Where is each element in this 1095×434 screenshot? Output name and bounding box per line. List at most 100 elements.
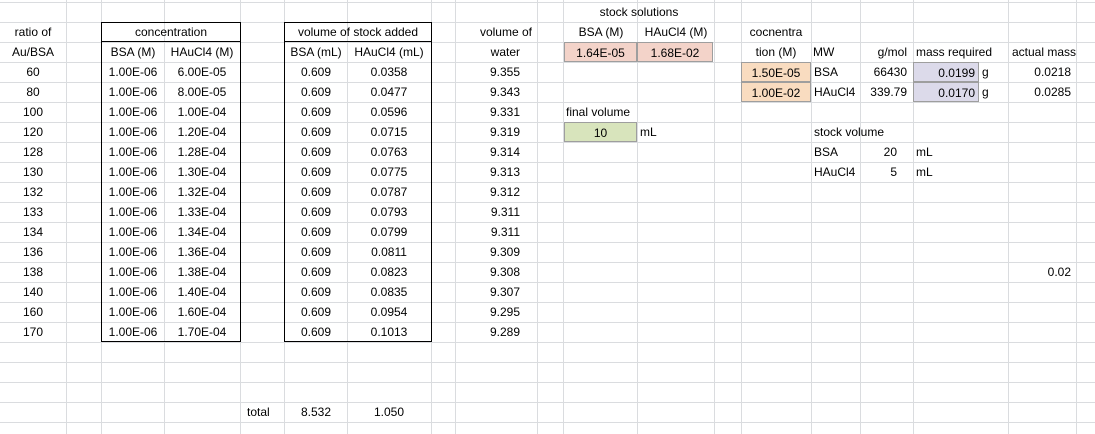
mass-conc-cell[interactable]: 1.50E-05 [741,62,811,82]
total-vol-haucl4[interactable]: 1.050 [373,405,405,419]
vol-bsa-cell[interactable]: 0.609 [300,65,332,79]
conc-haucl4-cell[interactable]: 1.40E-04 [177,285,227,299]
vol-haucl4-header[interactable]: HAuCl4 (mL) [354,45,424,59]
stock-solutions-title[interactable]: stock solutions [599,5,679,19]
mass-name-cell[interactable]: BSA [814,65,839,79]
vol-bsa-cell[interactable]: 0.609 [300,105,332,119]
stock-volume-value[interactable]: 20 [883,145,897,159]
water-cell[interactable]: 9.319 [489,125,520,139]
ratio-header-line1[interactable]: ratio of [14,25,52,39]
conc-haucl4-cell[interactable]: 1.38E-04 [177,265,227,279]
total-label[interactable]: total [247,405,270,419]
concentration-header[interactable]: concentration [134,25,208,39]
volume-stock-header[interactable]: volume of stock added [297,25,419,39]
water-cell[interactable]: 9.314 [489,145,520,159]
conc-haucl4-cell[interactable]: 1.28E-04 [177,145,227,159]
conc-bsa-cell[interactable]: 1.00E-06 [108,125,158,139]
water-cell[interactable]: 9.295 [489,305,520,319]
stock-bsa-label[interactable]: BSA (M) [578,25,624,39]
conc-haucl4-cell[interactable]: 6.00E-05 [177,65,227,79]
vol-bsa-cell[interactable]: 0.609 [300,205,332,219]
stock-volume-value[interactable]: 5 [890,165,897,179]
mass-required-header[interactable]: mass required [916,45,993,59]
vol-haucl4-cell[interactable]: 0.0811 [371,245,407,259]
ratio-cell[interactable]: 130 [22,165,44,179]
mass-unit-cell[interactable]: g [982,65,989,79]
conc-bsa-cell[interactable]: 1.00E-06 [108,325,158,339]
conc-bsa-cell[interactable]: 1.00E-06 [108,265,158,279]
vol-haucl4-cell[interactable]: 0.0358 [370,65,408,79]
stock-volume-unit[interactable]: mL [916,165,933,179]
mass-gmol-cell[interactable]: 66430 [873,65,907,79]
conc-bsa-cell[interactable]: 1.00E-06 [108,225,158,239]
vol-bsa-cell[interactable]: 0.609 [300,185,332,199]
conc-bsa-cell[interactable]: 1.00E-06 [108,205,158,219]
water-cell[interactable]: 9.355 [489,65,520,79]
conc-haucl4-cell[interactable]: 1.36E-04 [177,245,227,259]
conc-bsa-cell[interactable]: 1.00E-06 [108,145,158,159]
ratio-cell[interactable]: 100 [22,105,44,119]
actual-mass-cell[interactable]: 0.0285 [1034,85,1071,99]
actual-mass-cell[interactable]: 0.0218 [1034,65,1071,79]
vol-bsa-cell[interactable]: 0.609 [300,225,332,239]
water-cell[interactable]: 9.313 [489,165,520,179]
conc-bsa-cell[interactable]: 1.00E-06 [108,105,158,119]
vol-bsa-cell[interactable]: 0.609 [300,265,332,279]
conc-haucl4-cell[interactable]: 1.30E-04 [177,165,227,179]
conc-bsa-cell[interactable]: 1.00E-06 [108,165,158,179]
conc-haucl4-cell[interactable]: 1.70E-04 [177,325,227,339]
conc-bsa-cell[interactable]: 1.00E-06 [108,285,158,299]
ratio-cell[interactable]: 138 [22,265,44,279]
final-volume-unit[interactable]: mL [640,125,657,139]
mw-header[interactable]: MW [813,45,835,59]
conc-bsa-cell[interactable]: 1.00E-06 [108,185,158,199]
mass-conc-cell[interactable]: 1.00E-02 [741,82,811,102]
ratio-cell[interactable]: 134 [22,225,44,239]
mass-required-cell[interactable]: 0.0199 [913,62,979,82]
stock-volume-label[interactable]: stock volume [814,125,885,139]
vol-haucl4-cell[interactable]: 0.0835 [370,285,408,299]
conc-haucl4-cell[interactable]: 1.34E-04 [177,225,227,239]
ratio-cell[interactable]: 160 [22,305,44,319]
conc-haucl4-header[interactable]: HAuCl4 (M) [170,45,234,59]
water-cell[interactable]: 9.311 [490,225,520,239]
vol-bsa-cell[interactable]: 0.609 [300,245,332,259]
water-cell[interactable]: 9.343 [489,85,520,99]
conc-haucl4-cell[interactable]: 1.00E-04 [177,105,227,119]
vol-bsa-cell[interactable]: 0.609 [300,305,332,319]
water-cell[interactable]: 9.331 [489,105,520,119]
vol-bsa-cell[interactable]: 0.609 [300,325,332,339]
vol-haucl4-cell[interactable]: 0.0715 [370,125,408,139]
vol-haucl4-cell[interactable]: 0.0775 [370,165,408,179]
vol-haucl4-cell[interactable]: 0.0477 [370,85,408,99]
gmol-header[interactable]: g/mol [877,45,907,59]
vol-bsa-cell[interactable]: 0.609 [300,145,332,159]
conc-haucl4-cell[interactable]: 1.33E-04 [177,205,227,219]
conc-bsa-cell[interactable]: 1.00E-06 [108,65,158,79]
water-cell[interactable]: 9.311 [490,205,520,219]
ratio-cell[interactable]: 140 [22,285,44,299]
vol-haucl4-cell[interactable]: 0.0799 [370,225,408,239]
water-cell[interactable]: 9.289 [489,325,520,339]
mass-conc-header-line1[interactable]: cocnentra [749,25,803,39]
stock-bsa-value[interactable]: 1.64E-05 [564,42,637,62]
ratio-cell[interactable]: 170 [22,325,44,339]
conc-haucl4-cell[interactable]: 8.00E-05 [177,85,227,99]
water-header-line1[interactable]: volume of [479,25,532,39]
vol-bsa-cell[interactable]: 0.609 [300,285,332,299]
vol-bsa-cell[interactable]: 0.609 [300,165,332,179]
vol-haucl4-cell[interactable]: 0.0823 [370,265,408,279]
ratio-cell[interactable]: 60 [26,65,40,79]
vol-bsa-cell[interactable]: 0.609 [300,125,332,139]
stock-volume-name[interactable]: HAuCl4 [814,165,856,179]
actual-mass-header[interactable]: actual mass [1012,45,1077,59]
ratio-cell[interactable]: 136 [22,245,44,259]
conc-bsa-header[interactable]: BSA (M) [110,45,156,59]
vol-bsa-header[interactable]: BSA (mL) [290,45,342,59]
mass-name-cell[interactable]: HAuCl4 [814,85,856,99]
total-vol-bsa[interactable]: 8.532 [300,405,332,419]
mass-conc-header-line2[interactable]: tion (M) [755,45,797,59]
ratio-cell[interactable]: 128 [22,145,44,159]
conc-bsa-cell[interactable]: 1.00E-06 [108,85,158,99]
conc-haucl4-cell[interactable]: 1.20E-04 [177,125,227,139]
